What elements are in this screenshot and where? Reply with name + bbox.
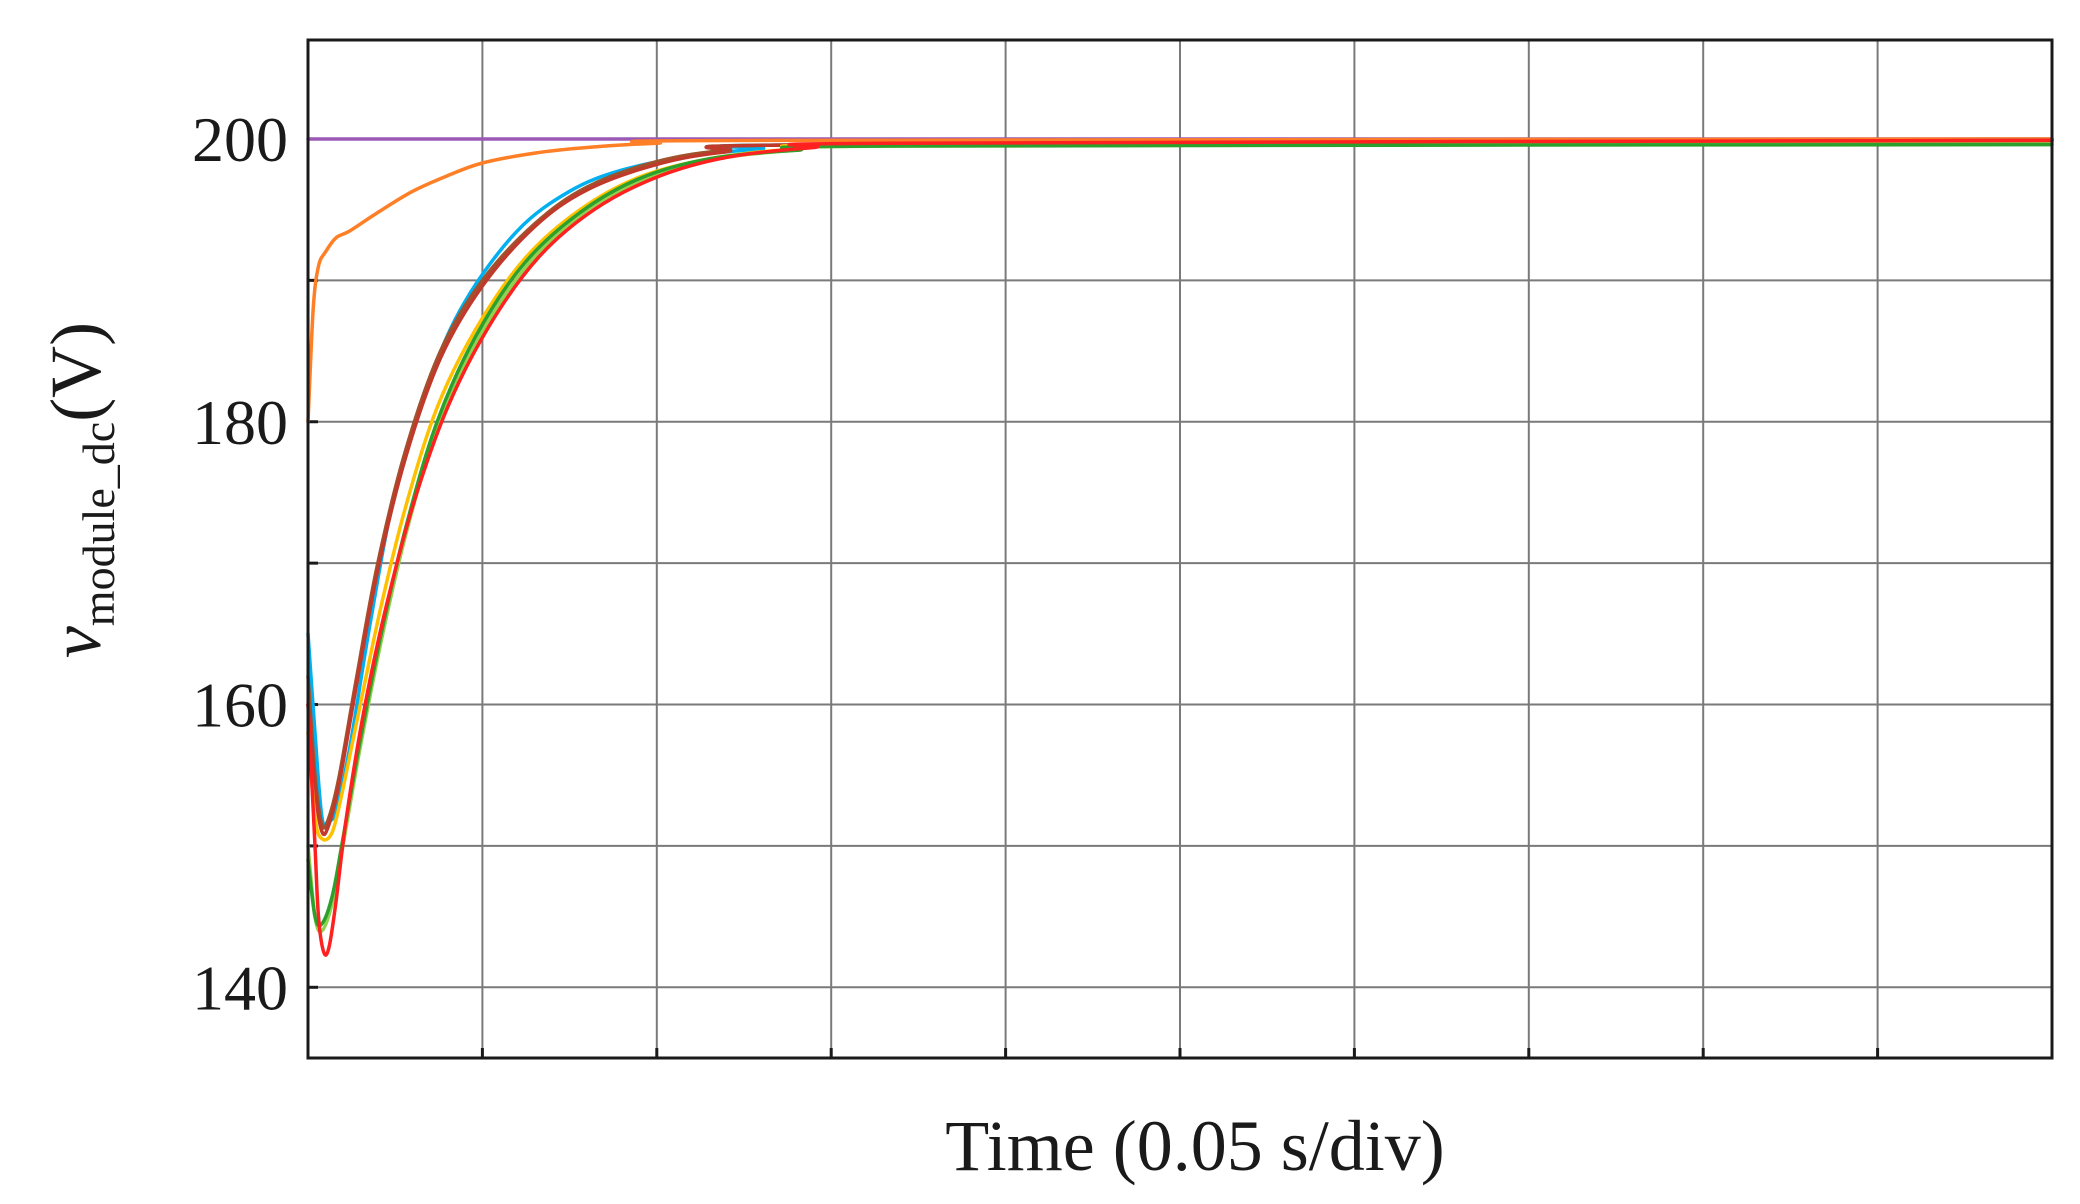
y-tick-label: 200 <box>192 104 288 175</box>
plot-frame <box>306 38 2054 1060</box>
y-tick-label: 160 <box>192 670 288 741</box>
series-lines <box>306 137 2054 957</box>
tick-labels: 140 160 180 200 <box>192 104 288 1023</box>
y-axis-label: vmodule_dc(V) <box>36 322 124 658</box>
y-axis-label-subscript: module_dc <box>73 422 124 626</box>
y-axis-label-symbol: v <box>36 626 116 658</box>
series-line-8 <box>306 142 2054 928</box>
y-axis-label-unit: (V) <box>36 322 116 422</box>
series-line-9 <box>306 138 2054 957</box>
series-line-2 <box>306 137 2054 424</box>
y-tick-label: 180 <box>192 387 288 458</box>
y-tick-label: 140 <box>192 952 288 1023</box>
x-axis-label: Time (0.05 s/div) <box>945 1106 1444 1186</box>
